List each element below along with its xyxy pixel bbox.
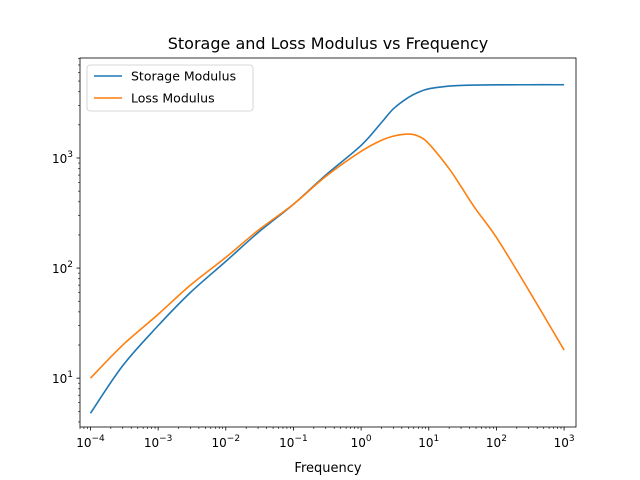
y-tick-label: 102 — [52, 260, 73, 276]
chart-title: Storage and Loss Modulus vs Frequency — [168, 34, 489, 53]
axes-frame — [79, 57, 577, 428]
x-tick-label: 102 — [486, 434, 507, 450]
x-axis: 10−4 10−3 10−2 10−1 100 101 102 103 — [76, 427, 575, 450]
x-axis-label: Frequency — [294, 461, 361, 476]
x-tick-label: 10−2 — [212, 434, 241, 450]
y-axis: 101 102 103 — [52, 58, 80, 423]
series-line-0 — [89, 83, 565, 414]
x-tick-label: 100 — [351, 434, 372, 450]
plot-area — [79, 57, 577, 428]
y-tick-label: 103 — [52, 150, 73, 166]
series-line-1 — [89, 133, 565, 379]
legend-label: Loss Modulus — [131, 91, 215, 106]
x-tick-label: 10−3 — [144, 434, 173, 450]
x-tick-label: 10−4 — [76, 434, 105, 450]
x-tick-label: 10−1 — [279, 434, 308, 450]
x-tick-label: 101 — [418, 434, 439, 450]
x-tick-label: 103 — [554, 434, 575, 450]
legend-box — [86, 64, 254, 112]
y-tick-label: 101 — [52, 370, 73, 386]
legend: Storage Modulus Loss Modulus — [86, 64, 254, 112]
legend-label: Storage Modulus — [131, 69, 236, 84]
